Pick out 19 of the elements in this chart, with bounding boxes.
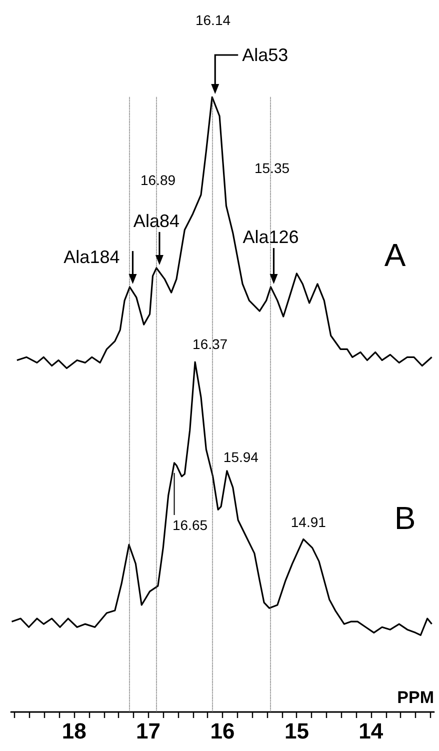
x-tick-label: 18 [62, 718, 86, 744]
annotation: Ala126 [242, 227, 299, 248]
annotation: 14.91 [290, 514, 326, 530]
annotation: Ala184 [64, 247, 120, 268]
annotation: 15.35 [254, 160, 290, 176]
annotation: 16.89 [140, 172, 176, 188]
annotation: 15.94 [223, 448, 259, 465]
text: B [394, 500, 416, 536]
annotation: 16.37 [192, 336, 228, 352]
x-tick-label: 14 [358, 718, 384, 744]
x-axis-title: PPM [397, 688, 434, 707]
text: A [384, 237, 406, 273]
x-tick-label: 16 [210, 718, 235, 744]
annotation: 16.65 [172, 517, 208, 533]
annotation: Ala53 [242, 45, 288, 65]
x-tick-label: 17 [136, 718, 161, 744]
annotation: Ala84 [133, 210, 180, 231]
x-tick-label: 15 [284, 718, 309, 744]
text: 16.14 [195, 12, 231, 28]
